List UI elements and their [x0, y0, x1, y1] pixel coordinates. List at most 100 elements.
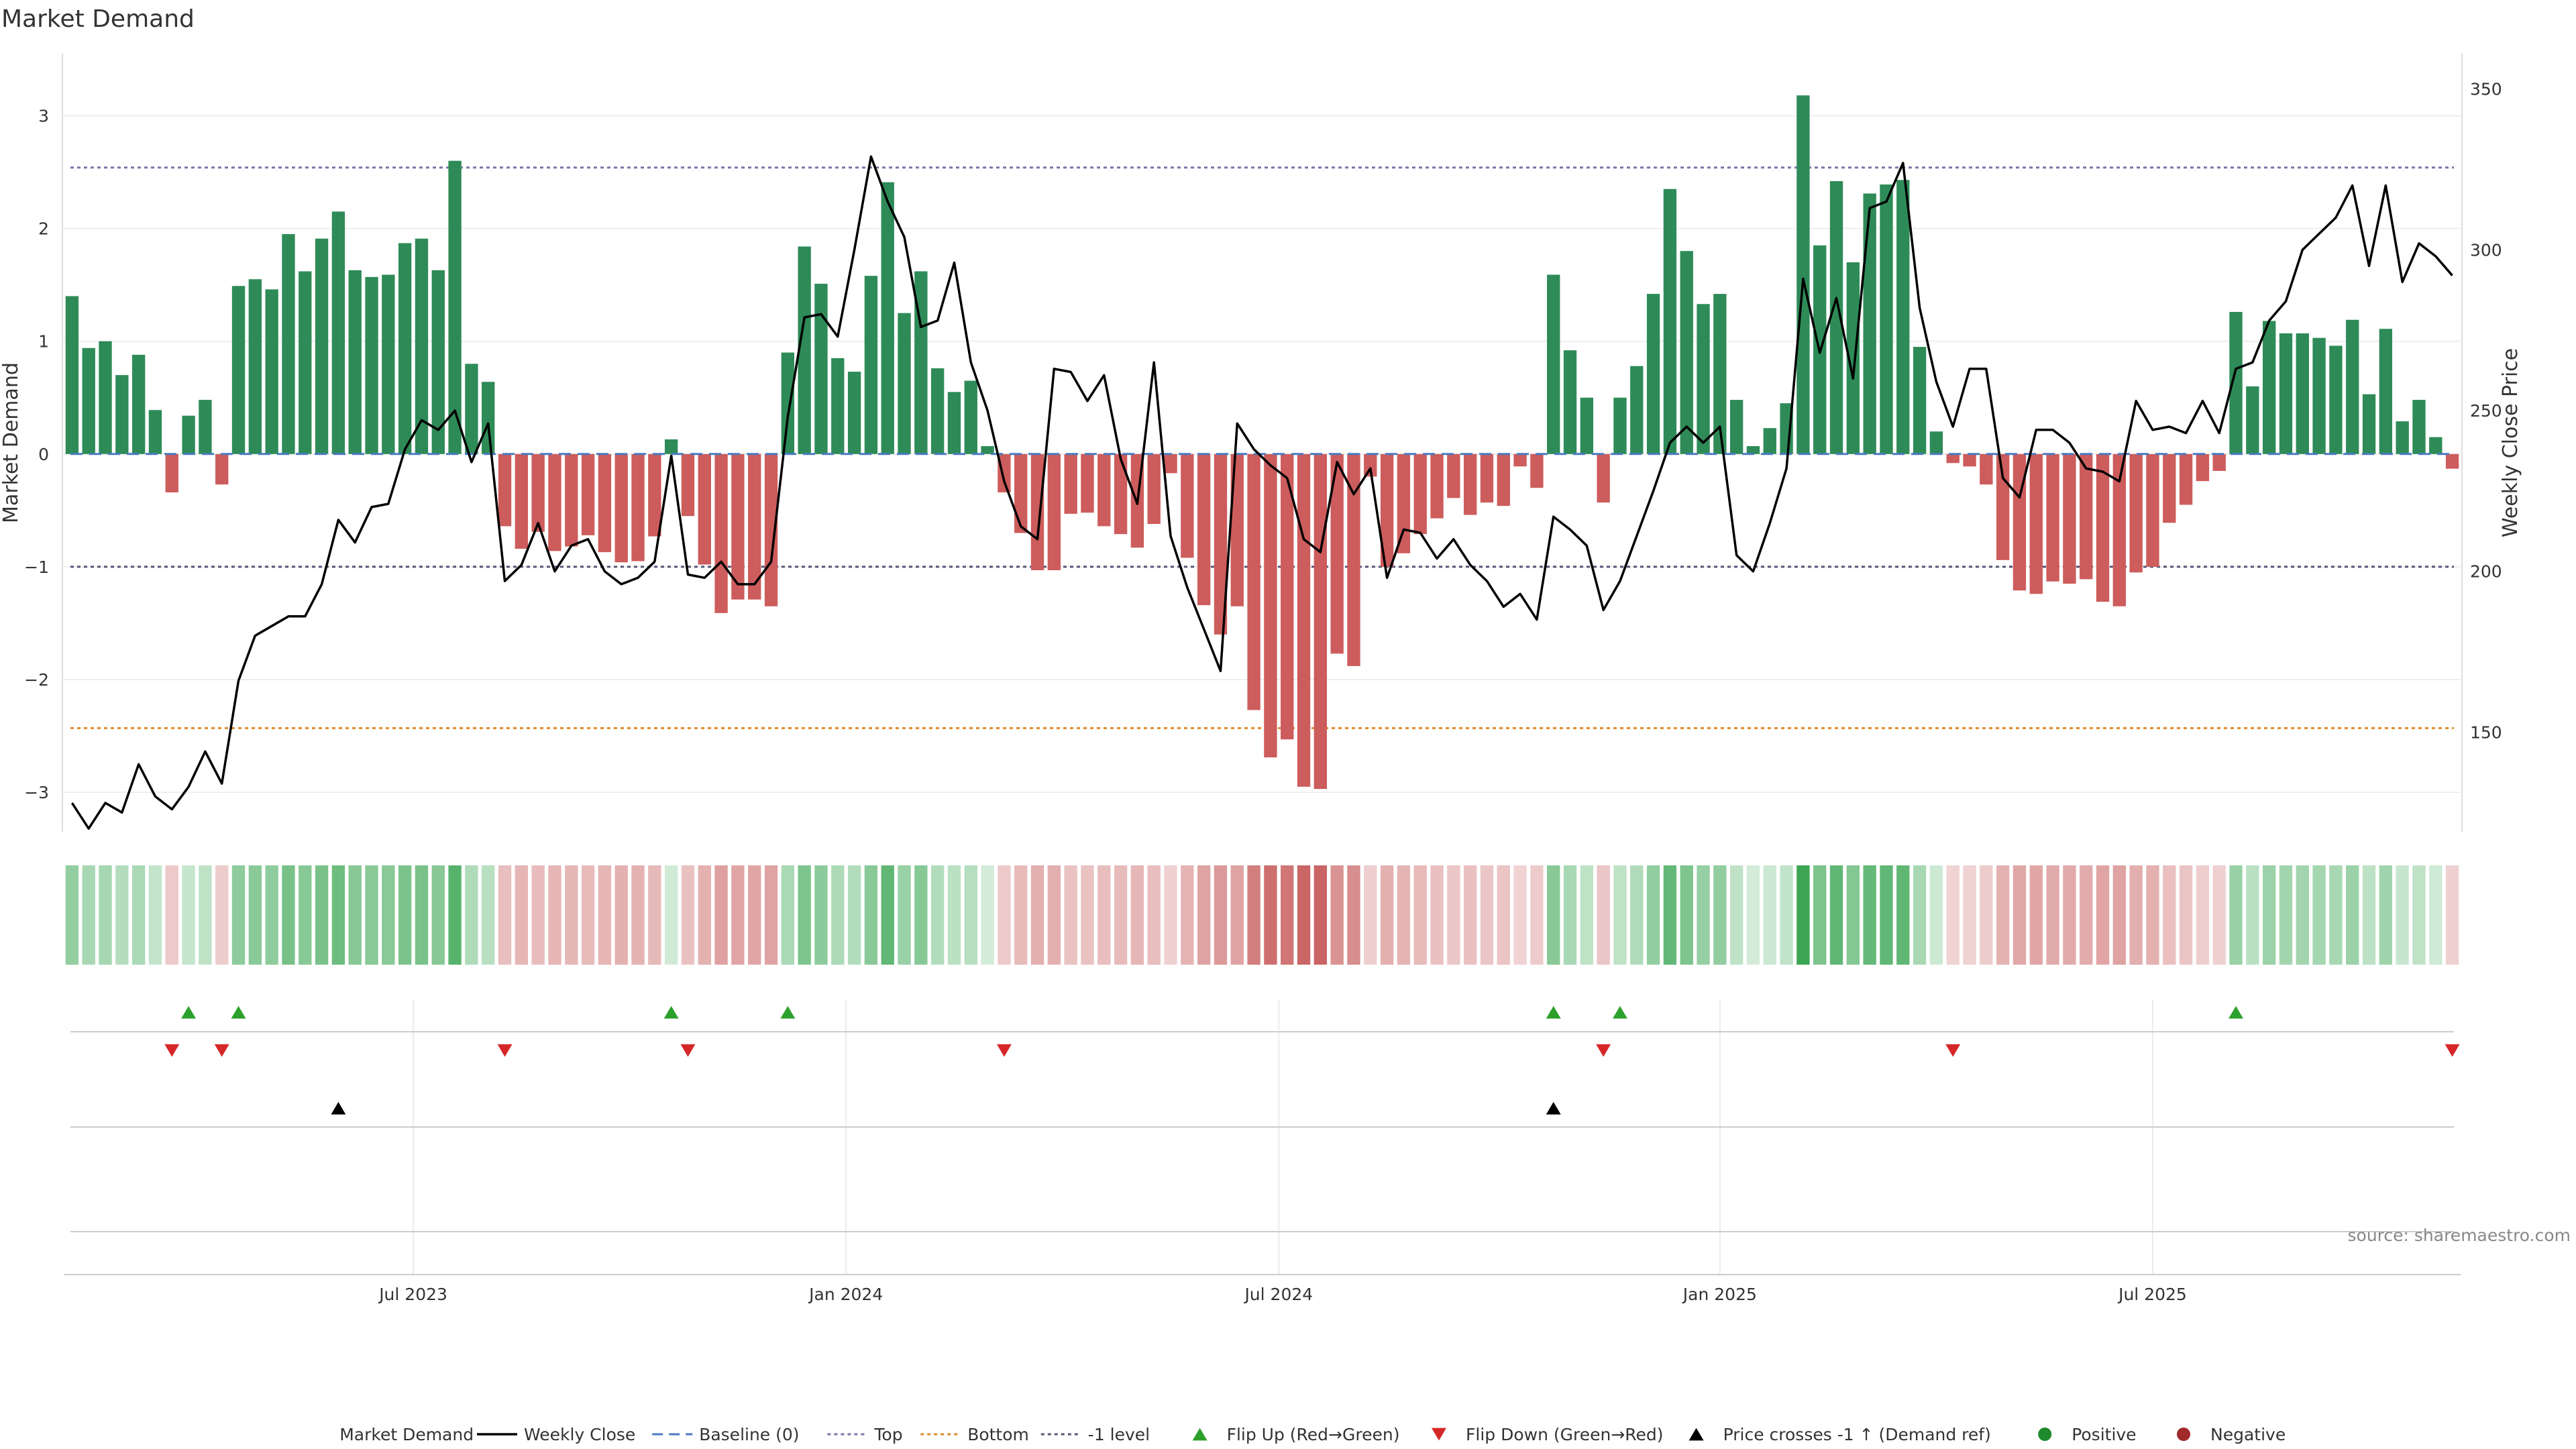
demand-bar — [1047, 453, 1061, 570]
demand-bar — [1929, 431, 1943, 454]
heat-cell — [1946, 865, 1960, 965]
legend-item: Baseline (0) — [652, 1425, 800, 1444]
demand-bar — [2379, 329, 2393, 454]
heat-cell — [1413, 865, 1427, 965]
heat-cell — [331, 865, 345, 965]
legend-label: Flip Down (Green→Red) — [1466, 1425, 1664, 1444]
heat-cell — [182, 865, 195, 965]
demand-bar — [2129, 453, 2143, 573]
heat-cell — [1264, 865, 1277, 965]
heat-cell — [1497, 865, 1510, 965]
heat-cell — [1114, 865, 1128, 965]
flip-down-marker — [680, 1044, 696, 1057]
demand-bar — [631, 453, 645, 561]
x-tick-label: Jul 2024 — [1243, 1285, 1313, 1304]
heat-cell — [448, 865, 462, 965]
legend-symbol-triangle — [1688, 1428, 1704, 1441]
heat-cell — [1281, 865, 1294, 965]
demand-bar — [1347, 453, 1360, 666]
legend-label: Flip Up (Red→Green) — [1227, 1425, 1400, 1444]
heat-cell — [631, 865, 645, 965]
legend-label: Price crosses -1 ↑ (Demand ref) — [1723, 1425, 1991, 1444]
heat-cell — [930, 865, 945, 965]
demand-bar — [1447, 453, 1460, 498]
heat-cell — [748, 865, 761, 965]
demand-bar — [2262, 321, 2276, 454]
heat-cell — [1313, 865, 1328, 965]
heat-cell — [1996, 865, 2010, 965]
heat-cell — [215, 865, 229, 965]
right-y-tick-label: 200 — [2470, 562, 2502, 582]
demand-bar — [1896, 180, 1910, 454]
flip-up-marker — [780, 1006, 796, 1019]
heat-cell — [2429, 865, 2443, 965]
flip-down-marker — [497, 1044, 513, 1057]
demand-bar — [1480, 453, 1494, 503]
heat-cell — [2412, 865, 2426, 965]
heat-cell — [847, 865, 861, 965]
left-y-tick-label: −2 — [24, 670, 49, 690]
heat-cell — [2246, 865, 2259, 965]
demand-bar — [1214, 453, 1228, 635]
demand-bar — [215, 453, 229, 485]
flip-up-marker — [1612, 1006, 1627, 1019]
heat-cell — [2229, 865, 2243, 965]
heat-cell — [998, 865, 1011, 965]
legend-item: Positive — [2038, 1425, 2137, 1444]
heat-cell — [2212, 865, 2226, 965]
demand-bar — [448, 160, 462, 454]
heat-cell — [1863, 865, 1876, 965]
demand-bar — [2046, 453, 2059, 582]
demand-bar — [614, 453, 628, 563]
demand-bar — [764, 453, 778, 606]
left-y-tick-label: 1 — [38, 332, 49, 352]
demand-bar — [981, 446, 994, 454]
heat-cell — [1397, 865, 1411, 965]
heat-cell — [898, 865, 911, 965]
legend-symbol-triangle — [1192, 1428, 1208, 1441]
right-y-tick-label: 250 — [2470, 401, 2502, 421]
heat-cell — [664, 865, 678, 965]
heat-cell — [1646, 865, 1660, 965]
demand-bar — [698, 453, 711, 565]
heat-cell — [148, 865, 162, 965]
demand-bar — [864, 276, 878, 454]
demand-bar — [1181, 453, 1194, 558]
heat-cell — [814, 865, 828, 965]
demand-bar — [115, 375, 129, 454]
demand-bar — [148, 410, 162, 454]
x-tick-label: Jul 2023 — [378, 1285, 447, 1304]
demand-bar — [2279, 333, 2293, 454]
left-y-axis-label: Market Demand — [0, 362, 23, 523]
left-y-axis: 3 2 1 0 −1 −2 −3 — [24, 54, 63, 832]
heat-cell — [2112, 865, 2127, 965]
right-y-axis-label: Weekly Close Price — [2499, 348, 2522, 537]
heat-cell — [581, 865, 595, 965]
demand-bar — [731, 453, 745, 600]
heat-cell — [1713, 865, 1727, 965]
left-y-tick-label: 2 — [38, 219, 49, 239]
demand-bar — [2179, 453, 2193, 505]
demand-bar — [199, 400, 212, 454]
demand-bar — [565, 453, 578, 547]
heat-cell — [548, 865, 561, 965]
heat-cell — [798, 865, 811, 965]
demand-bar — [781, 352, 795, 454]
demand-bar — [2112, 453, 2127, 606]
demand-bar — [531, 453, 545, 532]
demand-bar — [2412, 400, 2426, 454]
flip-down-marker — [214, 1044, 229, 1057]
demand-bar — [365, 276, 378, 454]
demand-bar — [1230, 453, 1244, 606]
demand-bar — [1796, 95, 1810, 454]
demand-bar — [1763, 428, 1776, 454]
heat-cell — [1430, 865, 1444, 965]
heat-cell — [1081, 865, 1094, 965]
heat-cell — [2329, 865, 2343, 965]
demand-bar — [131, 354, 146, 454]
demand-bar — [814, 283, 828, 454]
demand-bar — [1713, 294, 1727, 454]
demand-bar — [2163, 453, 2176, 523]
heat-cell — [1364, 865, 1377, 965]
demand-bar — [1380, 453, 1394, 567]
